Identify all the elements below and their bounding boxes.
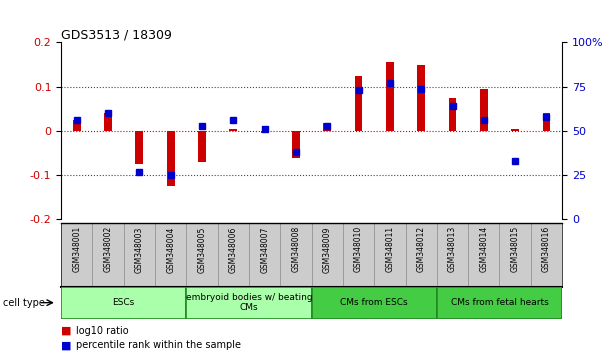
Text: GSM348008: GSM348008 bbox=[291, 226, 301, 273]
Bar bbox=[511, 129, 519, 131]
Text: GSM348012: GSM348012 bbox=[417, 226, 426, 272]
Text: GSM348016: GSM348016 bbox=[542, 226, 551, 273]
Bar bbox=[186, 287, 312, 319]
Bar bbox=[136, 131, 144, 164]
Text: GSM348009: GSM348009 bbox=[323, 226, 332, 273]
Text: CMs from ESCs: CMs from ESCs bbox=[340, 298, 408, 307]
Bar bbox=[312, 287, 437, 319]
Text: GSM348006: GSM348006 bbox=[229, 226, 238, 273]
Bar bbox=[261, 131, 269, 133]
Bar bbox=[417, 65, 425, 131]
Text: GSM348007: GSM348007 bbox=[260, 226, 269, 273]
Text: embryoid bodies w/ beating
CMs: embryoid bodies w/ beating CMs bbox=[186, 293, 312, 312]
Text: GSM348002: GSM348002 bbox=[104, 226, 112, 273]
Text: GSM348015: GSM348015 bbox=[511, 226, 519, 273]
Bar bbox=[480, 89, 488, 131]
Text: GSM348014: GSM348014 bbox=[480, 226, 488, 273]
Text: cell type: cell type bbox=[3, 298, 45, 308]
Bar bbox=[543, 113, 551, 131]
Bar bbox=[323, 123, 331, 131]
Text: ■: ■ bbox=[61, 340, 71, 350]
Text: GSM348010: GSM348010 bbox=[354, 226, 363, 273]
Bar bbox=[229, 129, 237, 131]
Bar bbox=[167, 131, 175, 186]
Text: GDS3513 / 18309: GDS3513 / 18309 bbox=[61, 28, 172, 41]
Text: ■: ■ bbox=[61, 326, 71, 336]
Text: CMs from fetal hearts: CMs from fetal hearts bbox=[451, 298, 548, 307]
Text: GSM348001: GSM348001 bbox=[72, 226, 81, 273]
Text: GSM348011: GSM348011 bbox=[386, 226, 394, 272]
Bar bbox=[104, 113, 112, 131]
Text: GSM348003: GSM348003 bbox=[135, 226, 144, 273]
Bar bbox=[437, 287, 562, 319]
Bar bbox=[386, 62, 394, 131]
Bar bbox=[61, 287, 186, 319]
Bar bbox=[354, 76, 362, 131]
Text: percentile rank within the sample: percentile rank within the sample bbox=[76, 340, 241, 350]
Text: log10 ratio: log10 ratio bbox=[76, 326, 129, 336]
Text: ESCs: ESCs bbox=[112, 298, 135, 307]
Bar bbox=[198, 131, 206, 162]
Bar bbox=[448, 98, 456, 131]
Text: GSM348004: GSM348004 bbox=[166, 226, 175, 273]
Text: GSM348013: GSM348013 bbox=[448, 226, 457, 273]
Bar bbox=[292, 131, 300, 158]
Bar bbox=[73, 120, 81, 131]
Text: GSM348005: GSM348005 bbox=[197, 226, 207, 273]
